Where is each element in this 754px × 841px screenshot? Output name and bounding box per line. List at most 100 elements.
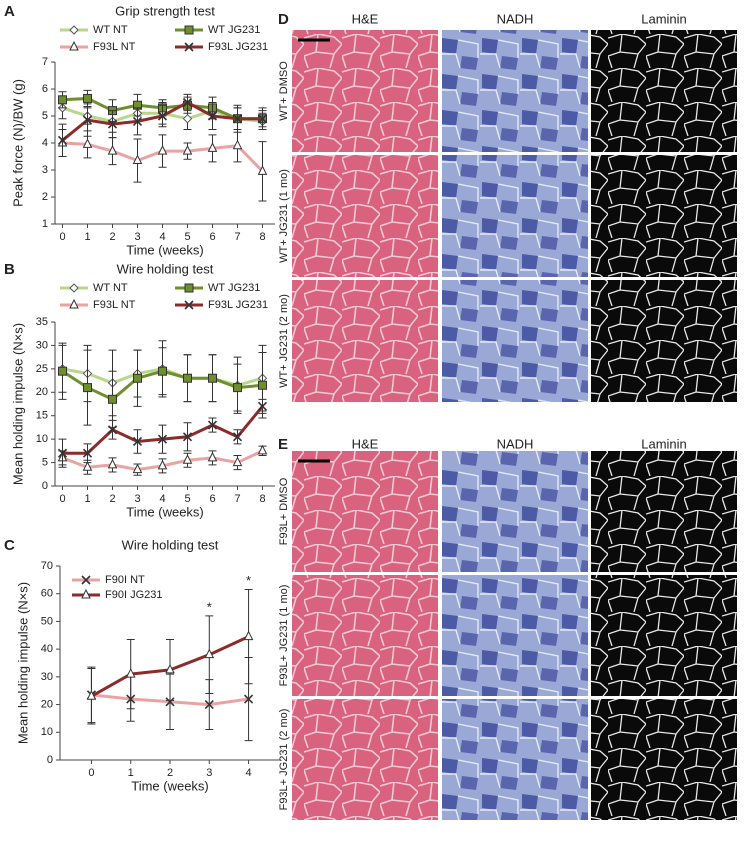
data-point	[207, 111, 218, 121]
data-point	[132, 116, 143, 126]
data-point	[82, 461, 93, 471]
y-axis-label: Peak force (N)/BW (g)	[10, 79, 25, 207]
micrograph	[591, 451, 737, 572]
y-axis-label: Mean holding impulse (N×s)	[10, 323, 25, 485]
data-point	[82, 448, 93, 458]
x-tick-label: 6	[209, 493, 215, 505]
annotation: *	[207, 599, 212, 614]
legend-marker	[69, 25, 79, 35]
legend-label: WT JG231	[208, 24, 260, 36]
x-tick-label: 8	[259, 231, 265, 243]
data-point	[132, 154, 143, 165]
row-label: F93L+ JG231 (1 mo)	[278, 585, 290, 687]
y-tick-label: 3	[42, 164, 48, 176]
x-tick-label: 0	[59, 493, 65, 505]
data-point	[182, 432, 193, 442]
micrograph	[591, 30, 737, 152]
micrograph	[442, 575, 588, 696]
data-point	[183, 373, 192, 383]
legend-label: F90I JG231	[105, 589, 162, 601]
data-point	[83, 93, 92, 103]
panel-label: E	[278, 436, 288, 453]
x-tick-label: 0	[88, 767, 94, 779]
legend-label: F93L JG231	[208, 41, 268, 53]
x-tick-label: 3	[134, 231, 140, 243]
micrograph	[591, 280, 737, 402]
x-tick-label: 6	[209, 231, 215, 243]
data-point	[207, 451, 218, 462]
x-tick-label: 1	[84, 231, 90, 243]
x-tick-label: 3	[206, 767, 212, 779]
micrograph	[442, 155, 588, 277]
legend-marker	[69, 283, 79, 293]
legend-label: F93L JG231	[208, 299, 268, 311]
data-point	[182, 454, 193, 464]
micrograph	[591, 699, 737, 820]
y-tick-label: 15	[36, 410, 48, 422]
data-point	[86, 690, 97, 700]
data-point	[165, 663, 175, 674]
x-tick-label: 3	[134, 493, 140, 505]
chart-title: Wire holding test	[122, 537, 219, 552]
row-label: WT+ JG231 (2 mo)	[278, 294, 290, 388]
y-tick-label: 7	[42, 56, 48, 68]
data-point	[107, 119, 118, 129]
y-tick-label: 40	[41, 643, 53, 655]
data-point	[257, 401, 268, 411]
micrograph	[292, 155, 438, 277]
x-tick-label: 7	[234, 493, 240, 505]
legend-marker	[184, 300, 194, 310]
data-point	[204, 648, 215, 659]
data-point	[107, 458, 118, 469]
x-tick-label: 5	[184, 493, 190, 505]
data-point	[132, 436, 143, 447]
micrograph	[591, 155, 737, 277]
y-tick-label: 0	[47, 754, 53, 766]
x-tick-label: 4	[159, 231, 165, 243]
panel-label: D	[278, 11, 289, 28]
legend-label: F90I NT	[105, 574, 145, 586]
legend-marker	[69, 298, 79, 309]
data-point	[83, 383, 92, 393]
data-point	[107, 144, 118, 155]
data-point	[58, 366, 67, 376]
legend-marker	[184, 283, 194, 293]
data-point	[133, 373, 142, 383]
legend-marker	[69, 40, 79, 51]
row-label: WT+ JG231 (1 mo)	[278, 169, 290, 263]
y-tick-label: 35	[36, 316, 48, 328]
x-axis-label: Time (weeks)	[126, 242, 204, 257]
y-tick-label: 1	[42, 218, 48, 230]
micrograph	[591, 575, 737, 696]
x-tick-label: 2	[109, 231, 115, 243]
row-label: F93L+ DMSO	[278, 477, 290, 545]
micrograph	[292, 30, 438, 152]
panel-label: C	[4, 537, 15, 554]
panel-label: A	[4, 3, 15, 20]
data-point	[232, 114, 243, 124]
x-tick-label: 1	[84, 493, 90, 505]
micrograph	[442, 699, 588, 820]
legend-label: WT JG231	[208, 282, 260, 294]
y-tick-label: 10	[41, 726, 53, 738]
legend-marker	[184, 42, 194, 52]
y-tick-label: 20	[41, 698, 53, 710]
x-tick-label: 5	[184, 231, 190, 243]
legend-marker	[81, 588, 91, 599]
row-label: F93L+ JG231 (2 mo)	[278, 709, 290, 811]
x-axis-label: Time (weeks)	[131, 778, 209, 793]
data-point	[207, 420, 218, 430]
micrograph	[442, 280, 588, 402]
micrograph	[442, 451, 588, 572]
column-header: Laminin	[641, 436, 687, 451]
data-point	[243, 630, 254, 641]
y-tick-label: 0	[42, 480, 48, 492]
data-point	[57, 135, 68, 145]
y-tick-label: 60	[41, 588, 53, 600]
x-tick-label: 0	[59, 231, 65, 243]
x-tick-label: 7	[234, 231, 240, 243]
column-header: Laminin	[641, 11, 687, 26]
data-point	[207, 142, 218, 152]
